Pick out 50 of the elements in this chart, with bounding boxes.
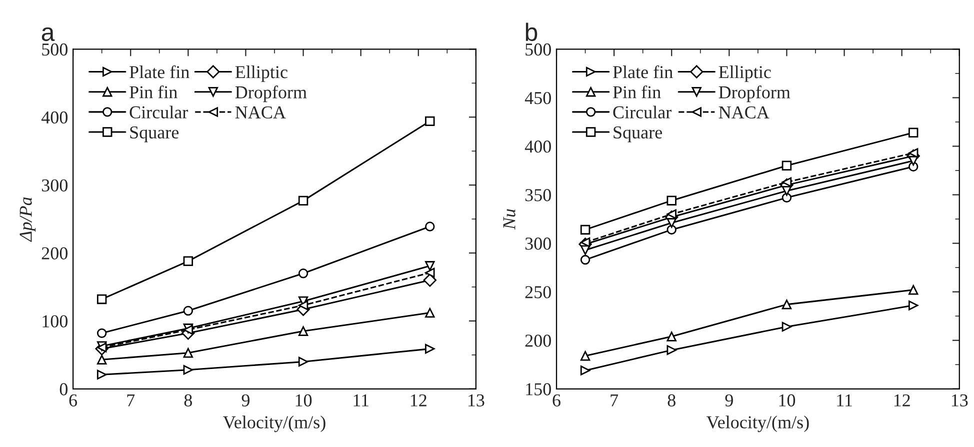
x-tick-label: 6 (552, 394, 560, 406)
y-tick-label: 300 (42, 179, 68, 192)
legend-label: Square (130, 126, 179, 142)
y-axis-title: Nu (503, 209, 516, 230)
legend-label: Elliptic (235, 66, 288, 82)
x-tick-label: 7 (610, 394, 618, 406)
legend-label: Pin fin (130, 85, 178, 98)
y-tick-label: 500 (526, 43, 551, 56)
x-tick-label: 12 (410, 394, 426, 406)
x-tick-label: 9 (725, 394, 733, 406)
y-tick-label: 200 (525, 334, 551, 347)
x-tick-label: 8 (668, 394, 676, 406)
y-tick-label: 500 (42, 43, 68, 56)
y-tick-label: 300 (525, 238, 551, 250)
x-tick-label: 11 (837, 394, 852, 406)
x-tick-label: 11 (354, 394, 368, 406)
chart-title: a (42, 27, 55, 42)
x-tick-label: 13 (468, 394, 484, 406)
y-tick-label: 0 (60, 383, 68, 396)
x-tick-label: 6 (69, 394, 78, 406)
legend-label: Circular (130, 106, 188, 118)
x-axis-title: Velocity/(m/s) (706, 416, 809, 432)
legend-label: Elliptic (718, 66, 771, 82)
x-tick-label: 10 (296, 394, 312, 406)
y-tick-label: 400 (524, 140, 551, 153)
y-tick-label: 150 (526, 383, 551, 396)
x-tick-label: 7 (127, 394, 135, 406)
y-tick-label: 100 (42, 315, 68, 328)
y-axis-title: Δp/Pa (20, 197, 36, 242)
y-tick-label: 450 (524, 92, 551, 104)
legend-label: Plate fin (130, 65, 190, 78)
y-tick-label: 250 (525, 286, 551, 298)
legend-label: NACA (235, 106, 286, 118)
legend-label: Dropform (718, 86, 790, 102)
legend-label: Pin fin (613, 85, 661, 98)
x-axis-title: Velocity/(m/s) (223, 416, 326, 432)
legend-label: NACA (718, 106, 770, 118)
legend-label: Circular (613, 106, 672, 118)
x-tick-label: 10 (779, 394, 796, 406)
chart-title: b (526, 22, 538, 42)
legend-label: Dropform (235, 86, 307, 102)
x-tick-label: 9 (242, 394, 250, 406)
legend-label: Plate fin (613, 65, 673, 78)
y-tick-label: 400 (41, 111, 68, 124)
x-tick-label: 8 (184, 394, 192, 406)
x-tick-label: 13 (952, 394, 968, 406)
y-tick-label: 350 (525, 189, 551, 202)
legend-label: Square (614, 126, 662, 142)
x-tick-label: 12 (894, 394, 910, 406)
y-tick-label: 200 (42, 247, 68, 260)
